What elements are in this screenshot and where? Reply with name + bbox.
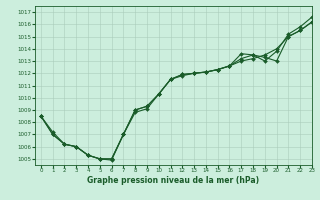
X-axis label: Graphe pression niveau de la mer (hPa): Graphe pression niveau de la mer (hPa)	[87, 176, 260, 185]
